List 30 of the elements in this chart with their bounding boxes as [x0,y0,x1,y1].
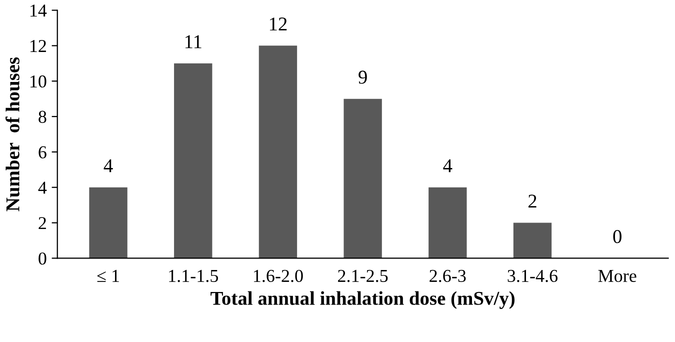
y-tick-label: 12 [30,40,46,52]
data-label: 11 [185,35,202,48]
data-label: 4 [104,159,113,172]
y-tick-label: 14 [30,4,47,17]
x-tick-label: More [598,270,636,282]
x-tick-label: 2.6-3 [430,270,466,282]
data-label: 0 [613,230,622,244]
x-axis-title: Total annual inhalation dose (mSv/y) [210,291,515,309]
x-tick-label: 1.6-2.0 [254,270,303,282]
y-tick-label: 6 [38,146,46,158]
data-label: 2 [528,194,536,208]
bar [513,222,552,258]
y-tick-label: 10 [30,75,46,88]
x-tick-label: 1.1-1.5 [169,270,218,282]
x-tick-label: ≤ 1 [97,270,119,282]
y-tick-label: 0 [38,252,46,265]
data-label: 4 [443,159,452,172]
y-tick-label: 2 [38,217,46,230]
y-axis-title: Number of houses [6,57,20,212]
y-tick-label: 8 [38,110,46,123]
data-label: 9 [358,70,367,84]
bar [258,46,298,258]
x-tick-label: 3.1-4.6 [508,270,558,282]
x-tick-label: 2.1-2.5 [338,270,388,282]
bar [428,187,467,258]
bar [89,187,128,258]
y-tick-label: 4 [38,182,47,194]
bar [344,98,382,258]
data-label: 12 [270,18,287,30]
bar [174,63,212,258]
